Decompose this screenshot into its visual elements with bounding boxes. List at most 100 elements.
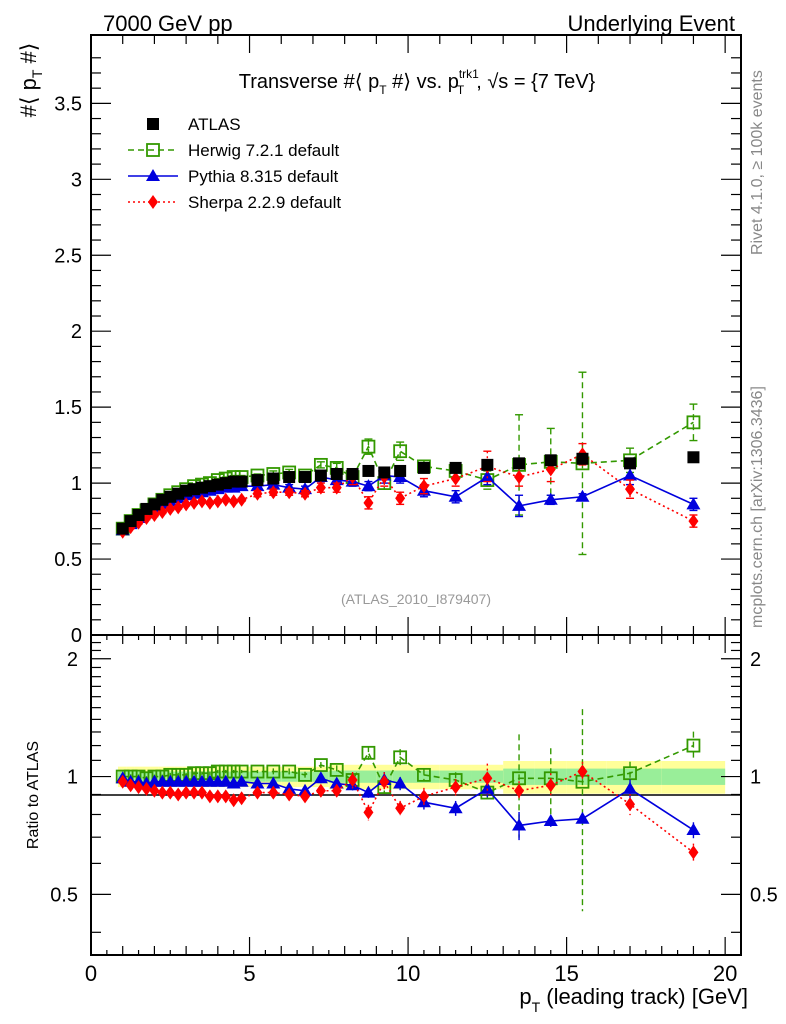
data-point [624, 457, 637, 470]
data-point [623, 468, 638, 481]
data-point [235, 475, 248, 488]
data-point [394, 464, 407, 477]
ratio-point [298, 767, 312, 782]
ratio-point [363, 805, 374, 820]
main-title: Transverse #⟨ pT #⟩ vs. ptrk1 T, √s = {7 … [239, 67, 596, 97]
legend-label: Herwig 7.2.1 default [188, 141, 339, 160]
ratio-point [284, 787, 295, 802]
ratio-point [125, 778, 136, 793]
legend-entry: Pythia 8.315 default [128, 167, 339, 186]
ratio-point [282, 764, 297, 779]
ratio-point [165, 785, 176, 800]
data-point [513, 457, 526, 470]
svg-text:mcplots.cern.ch [arXiv:1306.34: mcplots.cern.ch [arXiv:1306.3436] [749, 386, 766, 628]
ratio-series-herwig [115, 709, 701, 912]
series-line [122, 421, 694, 530]
data-point [361, 479, 376, 492]
legend: ATLAS Herwig 7.2.1 default Pythia 8.315 de… [128, 115, 341, 212]
main-y-axis: 0 0.5 1 1.5 2 2.5 3 3.5 [54, 57, 741, 647]
data-point [543, 492, 558, 505]
ratio-point [393, 750, 408, 765]
ratio-point [686, 738, 701, 753]
data-point [378, 466, 391, 479]
ratio-point [448, 801, 463, 814]
data-point [575, 489, 590, 502]
data-point [228, 494, 239, 509]
legend-marker [147, 118, 159, 130]
ratio-point [329, 776, 344, 789]
ratio-point [625, 797, 636, 812]
side-label-rivet: Rivet 4.1.0, ≥ 100k events [749, 70, 766, 255]
ratio-point [393, 776, 408, 789]
legend-entry: Herwig 7.2.1 default [128, 141, 339, 160]
svg-text:Ratio to ATLAS: Ratio to ATLAS [25, 741, 42, 849]
series-atlas [116, 451, 700, 535]
band-inner [392, 770, 413, 783]
data-point [686, 415, 701, 430]
svg-text:#⟨ pT #⟩: #⟨ pT #⟩ [16, 43, 45, 118]
legend-marker [146, 169, 160, 181]
data-point [315, 480, 326, 495]
analysis-id: (ATLAS_2010_I879407) [341, 591, 491, 607]
ratio-point [250, 776, 265, 789]
data-point [450, 471, 461, 486]
data-point [448, 489, 463, 502]
data-point [252, 486, 263, 501]
y-tick-label: 3 [71, 169, 82, 191]
ratio-point [450, 780, 461, 795]
data-point [449, 461, 462, 474]
data-point [330, 467, 343, 480]
x-tick-label: 10 [396, 961, 420, 986]
data-point [417, 461, 430, 474]
main-x-axis [90, 35, 726, 635]
legend-entry: Sherpa 2.2.9 default [128, 193, 341, 212]
data-point [251, 474, 264, 487]
ratio-point [482, 771, 493, 786]
ratio-point [545, 778, 556, 793]
ratio-point [577, 764, 588, 779]
band-inner [534, 768, 567, 785]
header-right: Underlying Event [567, 11, 735, 36]
ratio-line [122, 744, 694, 794]
data-point [212, 494, 223, 509]
ratio-point [418, 789, 429, 804]
ratio-point [220, 789, 231, 804]
ratio-point [543, 813, 558, 826]
legend-label: ATLAS [188, 115, 241, 134]
x-tick-label: 15 [554, 961, 578, 986]
ratio-y-tick-label: 0.5 [50, 884, 78, 906]
ratio-point [347, 772, 358, 787]
y-axis-label-main: #⟨ pT #⟩ [16, 43, 45, 118]
data-point [314, 469, 327, 482]
ratio-y-tick-label-right: 2 [750, 649, 761, 671]
ratio-point [575, 811, 590, 824]
y-axis-label-ratio: Ratio to ATLAS [25, 741, 42, 849]
ratio-point [480, 781, 495, 794]
ratio-y-tick-label: 2 [67, 649, 78, 671]
ratio-point [623, 766, 637, 781]
data-point [512, 498, 527, 511]
data-point [687, 451, 700, 464]
band-inner [606, 768, 662, 785]
ratio-y-tick-label-right: 0.5 [750, 884, 778, 906]
ratio-y-axis: 0.5 0.5 1 1 2 2 [50, 641, 778, 933]
ratio-point [212, 789, 223, 804]
data-point [236, 492, 247, 507]
ratio-point [228, 793, 239, 808]
ratio-point [189, 785, 200, 800]
data-point [331, 480, 342, 495]
ratio-point [133, 780, 144, 795]
band-inner [661, 768, 726, 785]
ratio-point [514, 783, 525, 798]
ratio-y-tick-label: 1 [67, 767, 78, 789]
ratio-panel: 0.5 0.5 1 1 2 2 0 5 10 15 20 Ratio to ATLAS pT (l… [25, 634, 778, 1015]
data-point [204, 495, 215, 510]
legend-marker [148, 195, 158, 209]
data-point [284, 485, 295, 500]
ratio-point [141, 781, 152, 796]
ratio-series-group [115, 709, 701, 912]
x-axis-label: pT (leading track) [GeV] [519, 984, 748, 1015]
ratio-point [236, 791, 247, 806]
ratio-point [268, 785, 279, 800]
ratio-point [157, 785, 168, 800]
